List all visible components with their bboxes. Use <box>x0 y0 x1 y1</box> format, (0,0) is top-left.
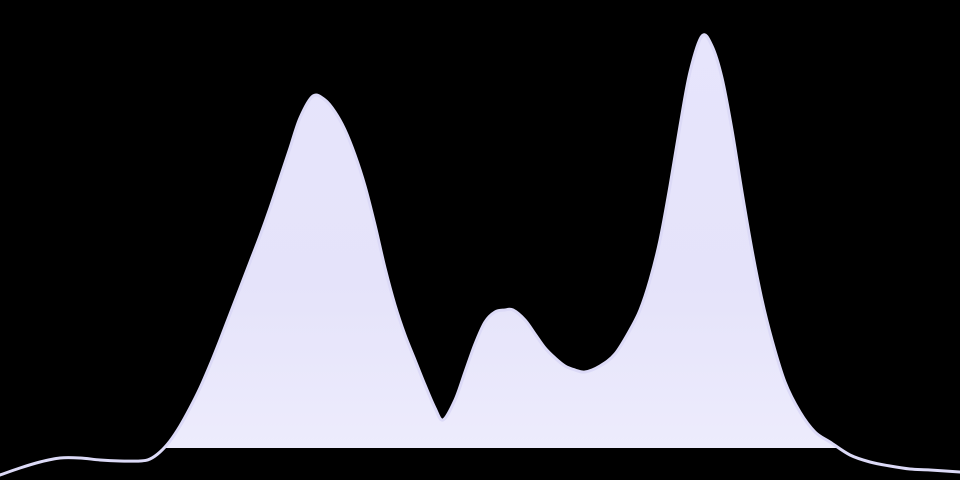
density-line <box>0 33 960 477</box>
area-fill <box>164 34 839 448</box>
area-fill-group <box>164 34 839 448</box>
